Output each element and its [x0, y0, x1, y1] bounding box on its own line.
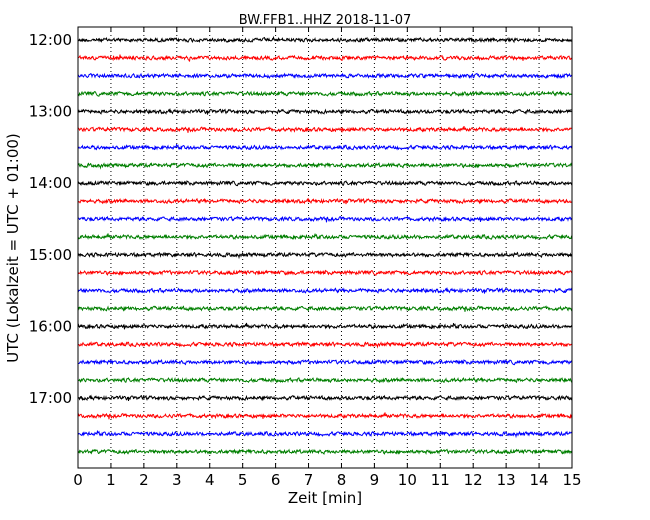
y-axis: 12:00 13:00 14:00 15:00 16:00 17:00	[29, 31, 572, 407]
y-tick-label: 16:00	[29, 317, 72, 335]
trace-1745	[77, 448, 573, 455]
chart-title: BW.FFB1..HHZ 2018-11-07	[239, 13, 412, 28]
trace-1715	[77, 412, 573, 420]
x-tick-label: 2	[139, 471, 149, 489]
trace-1345	[77, 162, 573, 170]
trace-1730	[77, 430, 573, 439]
y-axis-label: UTC (Lokalzeit = UTC + 01:00)	[4, 133, 22, 363]
y-tick-label: 14:00	[29, 174, 72, 192]
trace-1630	[77, 358, 573, 366]
trace-1315	[77, 126, 573, 133]
x-tick-label: 3	[172, 471, 182, 489]
trace-1700	[77, 394, 573, 402]
trace-1400	[77, 180, 573, 187]
x-tick-label: 13	[497, 471, 516, 489]
y-tick-label: 13:00	[29, 103, 72, 121]
x-tick-label: 9	[370, 471, 380, 489]
trace-1530	[77, 286, 573, 294]
x-tick-label: 5	[238, 471, 248, 489]
trace-1430	[77, 215, 573, 223]
y-tick-label: 12:00	[29, 31, 72, 49]
x-tick-label: 7	[304, 471, 314, 489]
trace-1245	[77, 90, 573, 97]
x-tick-label: 10	[398, 471, 417, 489]
x-axis: 0 1 2 3 4 5 6 7 8 9 10 11 12 13 14 15	[73, 27, 582, 489]
x-tick-label: 6	[271, 471, 281, 489]
trace-1600	[77, 322, 573, 330]
x-tick-label: 4	[205, 471, 215, 489]
x-axis-label: Zeit [min]	[288, 489, 362, 507]
x-tick-label: 11	[431, 471, 450, 489]
trace-1515	[77, 269, 573, 276]
x-tick-label: 15	[562, 471, 581, 489]
x-tick-label: 0	[73, 471, 83, 489]
trace-1230	[77, 72, 573, 80]
x-tick-label: 1	[106, 471, 116, 489]
plot-area	[78, 27, 572, 468]
trace-1615	[77, 341, 573, 349]
x-tick-label: 12	[464, 471, 483, 489]
plot-frame	[77, 26, 573, 469]
trace-1545	[77, 305, 573, 312]
trace-1445	[77, 233, 573, 241]
y-tick-label: 17:00	[29, 389, 72, 407]
trace-1645	[77, 376, 573, 384]
trace-1500	[77, 251, 573, 260]
trace-1215	[77, 54, 573, 62]
y-tick-label: 15:00	[29, 246, 72, 264]
trace-1300	[77, 107, 573, 115]
trace-1415	[77, 197, 573, 205]
trace-1200	[77, 35, 573, 44]
trace-1330	[77, 144, 573, 151]
grid-lines	[110, 27, 540, 468]
x-tick-label: 8	[337, 471, 347, 489]
x-tick-label: 14	[530, 471, 549, 489]
seismic-traces	[77, 35, 573, 455]
